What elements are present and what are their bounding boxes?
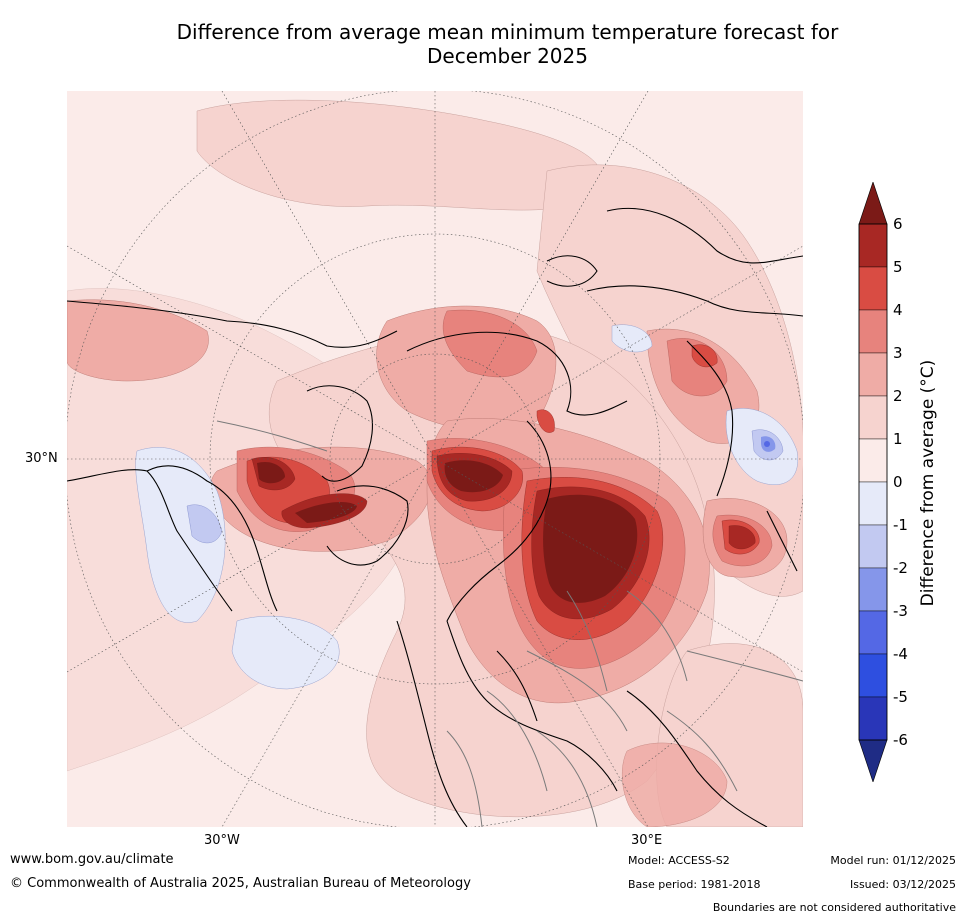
colorbar: 6 5 4 3 2 1 0 -1 -2 -3 -4 -5 -6	[855, 182, 965, 782]
colorbar-band-1-to-2	[858, 395, 888, 440]
colorbar-band-0-to-1	[858, 438, 888, 483]
footer-model-run: Model run: 01/12/2025	[830, 854, 956, 867]
title-line-2: December 2025	[427, 44, 588, 68]
colorbar-band-3-to-4	[858, 309, 888, 354]
footer-disclaimer: Boundaries are not considered authoritat…	[712, 901, 956, 914]
colorbar-band-m3-to-m2	[858, 567, 888, 612]
country-borders	[216, 420, 803, 827]
anomaly-m4-to-m3	[764, 441, 770, 447]
colorbar-band-m1-to-0	[858, 481, 888, 526]
footer-website[interactable]: www.bom.gov.au/climate	[10, 852, 174, 867]
title-line-1: Difference from average mean minimum tem…	[176, 20, 839, 44]
footer-model: Model: ACCESS-S2	[628, 854, 730, 867]
colorbar-tick-0: 0	[893, 473, 903, 491]
forecast-map	[67, 91, 803, 827]
colorbar-tick-5: 5	[893, 258, 903, 276]
colorbar-tick-m3: -3	[893, 602, 908, 620]
colorbar-band-5-to-6	[858, 223, 888, 268]
colorbar-title: Difference from average (°C)	[918, 359, 938, 607]
chart-title: Difference from average mean minimum tem…	[0, 20, 965, 68]
colorbar-tick-m5: -5	[893, 688, 908, 706]
colorbar-band-4-to-5	[858, 266, 888, 311]
footer-base-period: Base period: 1981-2018	[628, 878, 761, 891]
colorbar-tick-6: 6	[893, 215, 903, 233]
colorbar-tick-m1: -1	[893, 516, 908, 534]
colorbar-tick-m4: -4	[893, 645, 908, 663]
colorbar-tick-m2: -2	[893, 559, 908, 577]
footer-copyright: © Commonwealth of Australia 2025, Austra…	[10, 876, 471, 891]
colorbar-extend-low	[858, 739, 888, 782]
colorbar-tick-3: 3	[893, 344, 903, 362]
colorbar-tick-1: 1	[893, 430, 903, 448]
colorbar-tick-2: 2	[893, 387, 903, 405]
colorbar-tick-m6: -6	[893, 731, 908, 749]
lon-label-30e: 30°E	[631, 833, 663, 848]
lon-label-30w: 30°W	[204, 833, 240, 848]
colorbar-band-2-to-3	[858, 352, 888, 397]
colorbar-band-m2-to-m1	[858, 524, 888, 569]
colorbar-tick-4: 4	[893, 301, 903, 319]
anomaly-m1-to-0	[135, 324, 799, 690]
graticule	[67, 91, 803, 827]
colorbar-band-m5-to-m4	[858, 653, 888, 698]
coastlines	[67, 207, 803, 827]
colorbar-extend-high	[858, 182, 888, 225]
lat-label-30n: 30°N	[25, 451, 58, 466]
colorbar-band-m6-to-m5	[858, 696, 888, 741]
colorbar-scale	[858, 182, 888, 782]
colorbar-band-m4-to-m3	[858, 610, 888, 655]
footer-issued: Issued: 03/12/2025	[849, 878, 956, 891]
